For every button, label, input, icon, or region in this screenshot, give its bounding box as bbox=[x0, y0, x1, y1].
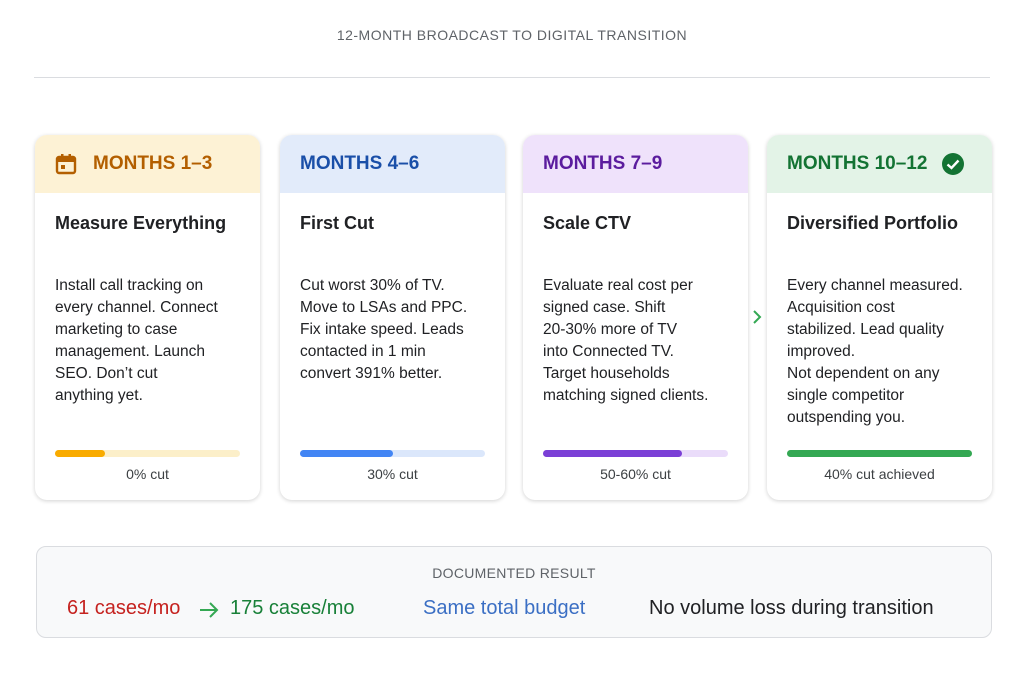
description-line: contacted in 1 min bbox=[300, 343, 426, 360]
result-before: 61 cases/mo bbox=[67, 597, 181, 619]
phase-label: MONTHS 10–12 bbox=[787, 153, 928, 174]
result-box: DOCUMENTED RESULT 61 cases/mo 175 cases/… bbox=[36, 546, 992, 638]
cut-label: 40% cut achieved bbox=[824, 466, 935, 482]
description-line: Evaluate real cost per bbox=[543, 277, 693, 294]
cut-label: 30% cut bbox=[367, 466, 418, 482]
phase-description: Install call tracking on every channel. C… bbox=[55, 275, 218, 407]
description-line: anything yet. bbox=[55, 387, 143, 404]
progress-track bbox=[543, 450, 728, 457]
phase-label: MONTHS 4–6 bbox=[300, 153, 420, 174]
cut-label: 50-60% cut bbox=[600, 466, 671, 482]
description-line: Install call tracking on bbox=[55, 277, 204, 294]
phase-title: Scale CTV bbox=[543, 213, 632, 233]
description-line: signed case. Shift bbox=[543, 299, 666, 316]
description-line: every channel. Connect bbox=[55, 299, 218, 316]
description-line: management. Launch bbox=[55, 343, 205, 360]
check-icon bbox=[942, 153, 965, 175]
description-line: outspending you. bbox=[787, 409, 906, 426]
description-line: convert 391% better. bbox=[300, 365, 443, 382]
progress-fill bbox=[55, 450, 105, 457]
phase-card: MONTHS 10–12 Diversified Portfolio Every c… bbox=[767, 135, 992, 500]
description-line: marketing to case bbox=[55, 321, 178, 338]
progress-fill bbox=[787, 450, 972, 457]
progress-track bbox=[55, 450, 240, 457]
description-line: single competitor bbox=[787, 387, 905, 404]
phase-description: Evaluate real cost per signed case. Shift… bbox=[543, 275, 708, 407]
result-budget: Same total budget bbox=[423, 597, 586, 619]
progress-fill bbox=[543, 450, 682, 457]
description-line: SEO. Don’t cut bbox=[55, 365, 158, 382]
calendar-icon bbox=[55, 154, 77, 175]
phase-description: Cut worst 30% of TV. Move to LSAs and PPC… bbox=[300, 275, 467, 385]
phase-header: MONTHS 7–9 bbox=[523, 135, 748, 193]
divider bbox=[34, 77, 990, 78]
result-after: 175 cases/mo bbox=[230, 597, 355, 619]
description-line: Every channel measured. bbox=[787, 277, 963, 294]
description-line: Target households bbox=[543, 365, 670, 382]
chevron bbox=[753, 310, 762, 324]
progress-fill bbox=[300, 450, 393, 457]
description-line: Not dependent on any bbox=[787, 365, 940, 382]
phase-header: MONTHS 1–3 bbox=[35, 135, 260, 193]
phase-title: Diversified Portfolio bbox=[787, 213, 959, 233]
description-line: matching signed clients. bbox=[543, 387, 709, 404]
description-line: 20-30% more of TV bbox=[543, 321, 678, 338]
description-line: Fix intake speed. Leads bbox=[300, 321, 464, 338]
result-heading: DOCUMENTED RESULT bbox=[432, 565, 596, 581]
result-note: No volume loss during transition bbox=[649, 597, 934, 619]
phase-title: First Cut bbox=[300, 213, 374, 233]
progress-track bbox=[787, 450, 972, 457]
page-title: 12-MONTH BROADCAST TO DIGITAL TRANSITION bbox=[336, 27, 688, 43]
phase-description: Every channel measured. Acquisition cost s… bbox=[787, 275, 963, 429]
description-line: Cut worst 30% of TV. bbox=[300, 277, 445, 294]
description-line: Move to LSAs and PPC. bbox=[300, 299, 468, 316]
phase-card: MONTHS 7–9 Scale CTV Evaluate real cost pe… bbox=[523, 135, 748, 500]
arrow bbox=[200, 602, 219, 618]
cut-label: 0% cut bbox=[126, 466, 169, 482]
phase-label: MONTHS 7–9 bbox=[543, 153, 663, 174]
description-line: into Connected TV. bbox=[543, 343, 674, 360]
phase-card: MONTHS 4–6 First Cut Cut worst 30% of TV. M… bbox=[280, 135, 505, 500]
phase-title: Measure Everything bbox=[55, 213, 227, 233]
phase-label: MONTHS 1–3 bbox=[93, 153, 213, 174]
phase-card: MONTHS 1–3 Measure Everything Install call… bbox=[35, 135, 260, 500]
phase-header: MONTHS 4–6 bbox=[280, 135, 505, 193]
progress-track bbox=[300, 450, 485, 457]
description-line: Acquisition cost bbox=[787, 299, 895, 316]
description-line: stabilized. Lead quality bbox=[787, 321, 944, 338]
description-line: improved. bbox=[787, 343, 856, 360]
phase-header: MONTHS 10–12 bbox=[767, 135, 992, 193]
